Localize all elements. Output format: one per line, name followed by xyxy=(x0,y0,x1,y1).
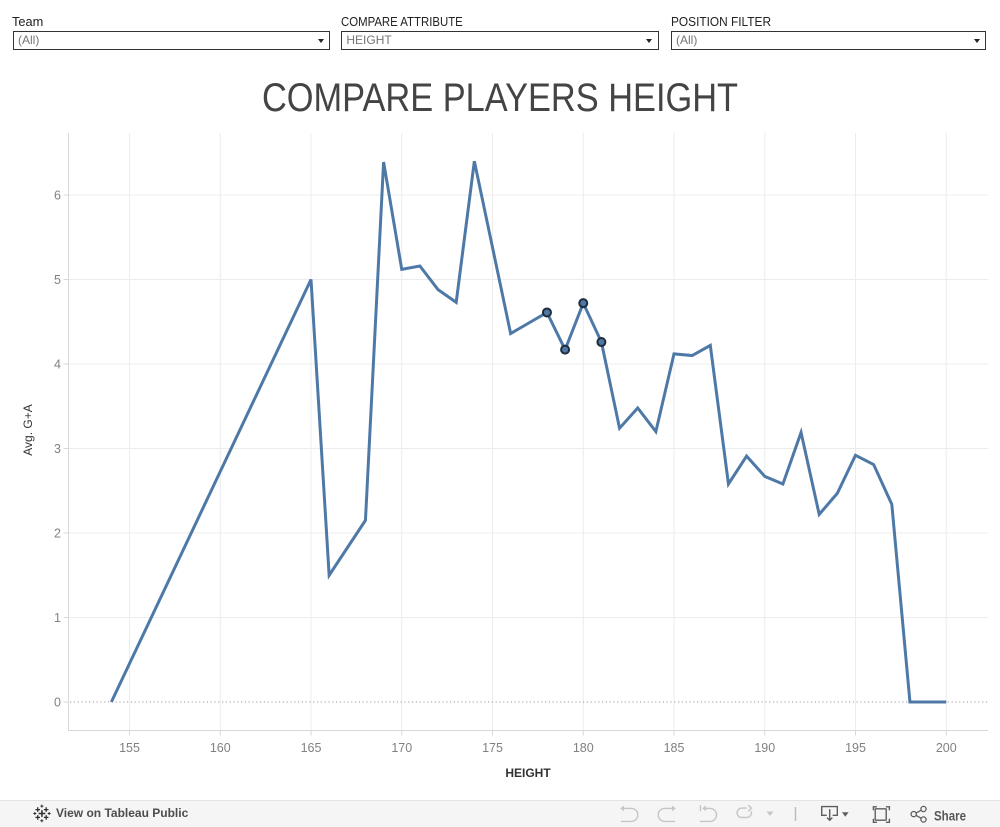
svg-text:4: 4 xyxy=(54,358,61,372)
svg-text:170: 170 xyxy=(391,741,412,755)
svg-text:5: 5 xyxy=(54,273,61,287)
svg-text:1: 1 xyxy=(54,611,61,625)
svg-text:0: 0 xyxy=(54,696,61,710)
svg-text:165: 165 xyxy=(301,741,322,755)
svg-text:175: 175 xyxy=(482,741,503,755)
svg-text:2: 2 xyxy=(54,527,61,541)
svg-text:Share: Share xyxy=(934,808,966,823)
svg-text:160: 160 xyxy=(210,741,231,755)
svg-text:190: 190 xyxy=(754,741,775,755)
svg-text:180: 180 xyxy=(573,741,594,755)
svg-text:Avg. G+A: Avg. G+A xyxy=(21,404,35,455)
svg-text:155: 155 xyxy=(119,741,140,755)
svg-text:HEIGHT: HEIGHT xyxy=(505,766,551,780)
svg-text:6: 6 xyxy=(54,189,61,203)
svg-text:195: 195 xyxy=(845,741,866,755)
svg-text:3: 3 xyxy=(54,442,61,456)
svg-text:200: 200 xyxy=(936,741,957,755)
svg-text:185: 185 xyxy=(664,741,685,755)
